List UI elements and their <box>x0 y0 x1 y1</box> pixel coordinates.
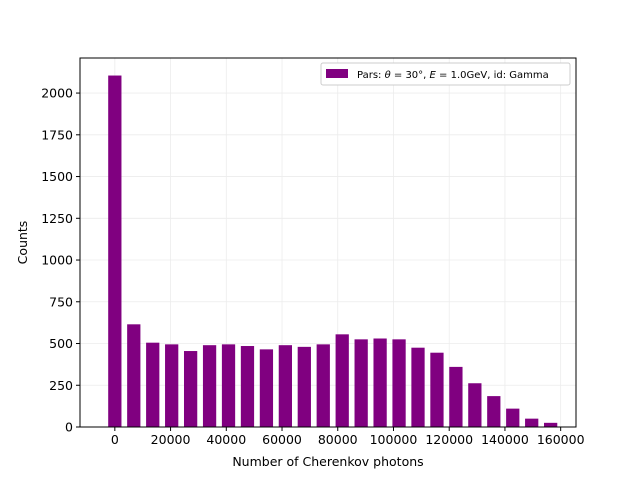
bar <box>108 75 122 427</box>
bar <box>165 344 179 427</box>
bar <box>487 396 501 427</box>
bar <box>316 344 330 427</box>
x-tick-label: 80000 <box>318 432 358 447</box>
x-tick-label: 120000 <box>425 432 473 447</box>
y-tick-label: 1250 <box>41 211 73 226</box>
y-axis-label: Counts <box>15 221 30 265</box>
bar <box>240 346 255 427</box>
x-ticks: 0 20000 40000 60000 80000 100000 120000 140000 1… <box>111 427 585 447</box>
bar <box>354 339 368 427</box>
bar <box>468 383 482 427</box>
y-tick-label: 1500 <box>41 169 73 184</box>
y-tick-label: 1000 <box>41 253 73 268</box>
bar <box>202 345 217 427</box>
bar <box>392 339 406 427</box>
legend-energy-symbol: E <box>430 70 437 81</box>
bar <box>221 344 236 427</box>
y-ticks: 0 250 500 750 1000 1250 1500 1750 2000 <box>41 86 80 435</box>
y-tick-label: 2000 <box>41 86 73 101</box>
legend: Pars: θ = 30°, E = 1.0GeV, id: Gamma <box>320 62 571 86</box>
x-tick-label: 100000 <box>370 432 418 447</box>
legend-theta-symbol: θ <box>385 70 391 81</box>
bar <box>278 345 292 427</box>
bar <box>259 349 274 427</box>
x-tick-label: 20000 <box>151 432 191 447</box>
bar <box>335 334 349 427</box>
legend-label: Pars: θ = 30°, E = 1.0GeV, id: Gamma <box>357 70 549 81</box>
y-tick-label: 750 <box>49 294 73 309</box>
bar <box>449 366 463 427</box>
bar <box>544 422 558 427</box>
y-tick-label: 250 <box>49 378 73 393</box>
bar <box>373 338 387 427</box>
x-tick-label: 0 <box>111 432 119 447</box>
plot-frame <box>79 57 577 428</box>
x-tick-label: 160000 <box>537 432 585 447</box>
bar <box>430 352 444 427</box>
bar <box>506 408 520 427</box>
bar <box>183 351 198 427</box>
bar <box>297 346 311 427</box>
y-tick-label: 1750 <box>41 127 73 142</box>
legend-energy-value: = 1.0GeV, id: Gamma <box>436 70 549 81</box>
bar <box>411 347 425 427</box>
legend-box <box>320 62 571 86</box>
x-axis-label: Number of Cherenkov photons <box>232 454 423 469</box>
legend-label-prefix: Pars: <box>357 70 385 81</box>
x-tick-label: 60000 <box>262 432 302 447</box>
legend-swatch <box>326 69 348 78</box>
legend-theta-value: = 30°, <box>391 70 430 81</box>
x-tick-label: 140000 <box>481 432 529 447</box>
bars <box>108 75 558 427</box>
bar <box>525 418 539 427</box>
x-tick-label: 40000 <box>206 432 246 447</box>
bar <box>146 342 160 427</box>
bar <box>127 324 141 427</box>
y-tick-label: 500 <box>49 336 73 351</box>
y-tick-label: 0 <box>65 420 73 435</box>
